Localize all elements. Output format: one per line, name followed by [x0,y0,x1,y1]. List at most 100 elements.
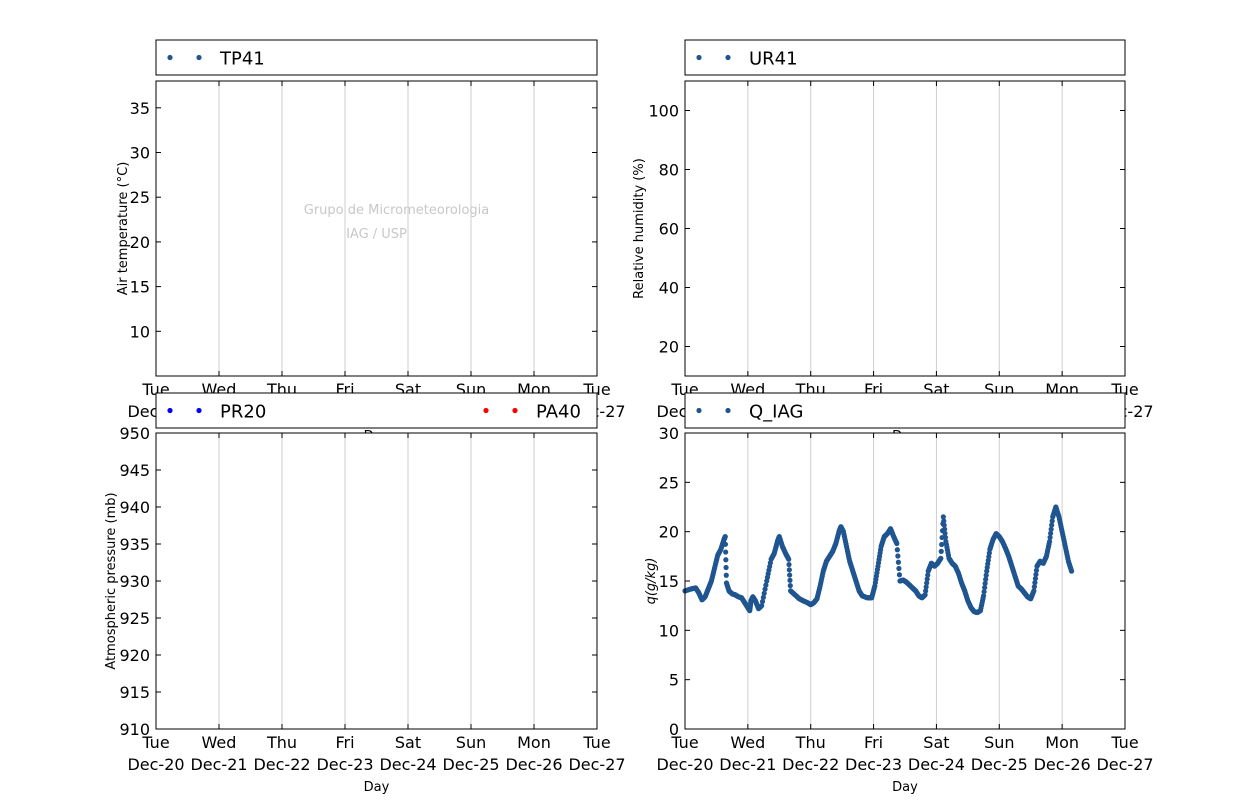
data-point [874,566,881,573]
y-tick-label: 35 [130,99,150,118]
x-tick-label: Dec-24 [379,755,436,774]
data-point [723,564,729,571]
data-point [1049,522,1055,528]
data-point [981,589,987,595]
y-tick-label: 30 [130,144,150,163]
data-point [939,541,945,548]
x-tick-label: Sun [984,733,1014,752]
data-point [1068,566,1074,573]
x-tick-label: Tue [582,733,610,752]
legend-marker [725,407,731,414]
data-point [982,584,988,591]
data-point [1033,567,1040,573]
data-point [921,592,928,598]
legend-marker [696,407,702,414]
x-axis-label: Day [892,780,918,795]
legend-label: PR20 [220,402,266,423]
legend: PR20 PA40 [155,392,598,429]
data-point [942,530,948,536]
data-point [1055,512,1062,518]
y-axis-label: Atmospheric pressure (mb) [104,492,119,669]
x-tick-label: Mon [1045,733,1079,752]
data-point [723,572,729,578]
plot-area [156,433,597,729]
y-tick-label: 80 [659,161,679,180]
data-point [722,541,729,547]
data-point [787,577,793,583]
data-point [1047,534,1053,541]
x-tick-label: Sat [923,733,949,752]
y-tick-label: 915 [119,683,150,702]
y-tick-label: 940 [119,498,150,517]
data-point [896,572,903,578]
x-tick-label: Tue [670,733,698,752]
x-tick-label: Dec-26 [505,755,562,774]
y-tick-label: 930 [119,572,150,591]
x-tick-label: Fri [864,733,883,752]
data-point [986,550,992,556]
data-point [924,580,930,586]
data-point [894,547,900,553]
x-tick-label: Dec-20 [127,755,184,774]
data-point [980,595,986,601]
legend-box [684,39,1126,76]
y-tick-label: 910 [119,720,150,739]
data-point [1048,530,1054,536]
data-point [767,560,773,566]
legend: UR41 [684,39,1126,76]
x-tick-label: Thu [266,733,297,752]
data-point [923,588,929,594]
x-tick-label: Dec-25 [971,755,1028,774]
x-tick-label: Dec-22 [253,755,310,774]
data-point [846,556,852,562]
legend-marker [196,407,202,414]
data-point [1030,589,1036,595]
legend-marker [512,407,518,414]
data-point [938,548,944,555]
x-tick-label: Tue [1110,733,1138,752]
y-tick-label: 950 [119,424,150,443]
legend-marker [167,407,173,414]
watermark-text: IAG / USP [346,227,407,242]
data-point [1048,526,1054,532]
y-tick-label: 10 [659,621,679,640]
y-tick-label: 15 [130,278,150,297]
y-tick-label: 920 [119,646,150,665]
data-point [871,585,877,591]
data-point [722,534,728,540]
y-tick-label: 10 [130,322,150,341]
y-tick-label: 25 [130,188,150,207]
data-point [923,584,929,590]
chart-panel-2: TueDec-20WedDec-21ThuDec-22FriDec-23SatD… [632,80,1154,444]
x-tick-label: Dec-24 [908,755,965,774]
legend-marker [196,54,202,61]
x-tick-label: Dec-23 [845,755,902,774]
y-tick-label: 60 [659,220,679,239]
legend-marker [725,54,731,61]
watermark-text: Grupo de Micrometeorologia [304,203,490,218]
plot-area [685,81,1125,376]
data-point [1033,571,1039,578]
data-point [1049,518,1055,524]
data-point [711,567,717,573]
x-tick-label: Dec-26 [1034,755,1091,774]
data-point [786,561,792,568]
data-point [760,594,766,601]
y-tick-label: 20 [130,233,150,252]
x-tick-label: Fri [335,733,354,752]
x-tick-label: Dec-21 [190,755,247,774]
x-tick-label: Dec-23 [316,755,373,774]
data-point [785,555,791,561]
data-point [942,526,948,532]
data-point [758,603,764,609]
data-point [820,571,826,577]
legend-label: UR41 [749,49,798,70]
data-point [1031,584,1037,590]
y-tick-label: 935 [119,535,150,554]
x-tick-label: Dec-27 [568,755,625,774]
y-tick-label: 945 [119,461,150,480]
data-point [1032,575,1039,582]
legend-marker [696,54,702,61]
data-point [983,576,989,582]
data-point [925,572,931,578]
